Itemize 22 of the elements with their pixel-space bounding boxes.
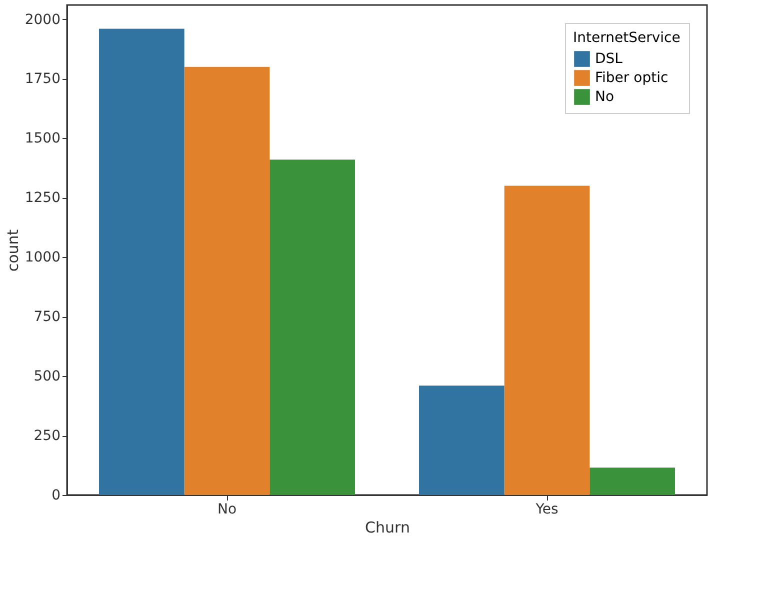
bar: [99, 28, 184, 495]
y-tick-label: 1000: [24, 250, 60, 266]
y-tick-label: 1750: [24, 71, 60, 88]
y-tick-label: 1250: [24, 190, 60, 206]
y-tick-label: 250: [34, 428, 60, 444]
bar: [590, 468, 675, 495]
x-tick-label: Yes: [534, 502, 558, 518]
y-tick-label: 750: [34, 309, 60, 326]
x-axis-title: Churn: [365, 518, 410, 536]
bar: [419, 386, 504, 495]
y-axis-title: count: [4, 229, 22, 272]
y-tick-label: 1500: [24, 130, 60, 147]
bar: [270, 160, 355, 495]
legend-title: InternetService: [573, 30, 680, 46]
legend-label: Fiber optic: [595, 70, 668, 86]
legend-label: No: [595, 89, 614, 105]
y-tick-label: 0: [52, 488, 60, 504]
legend-label: DSL: [595, 51, 623, 67]
bar: [504, 186, 590, 495]
y-tick-label: 2000: [24, 12, 60, 28]
y-tick-label: 500: [34, 368, 60, 385]
bar: [184, 66, 270, 495]
